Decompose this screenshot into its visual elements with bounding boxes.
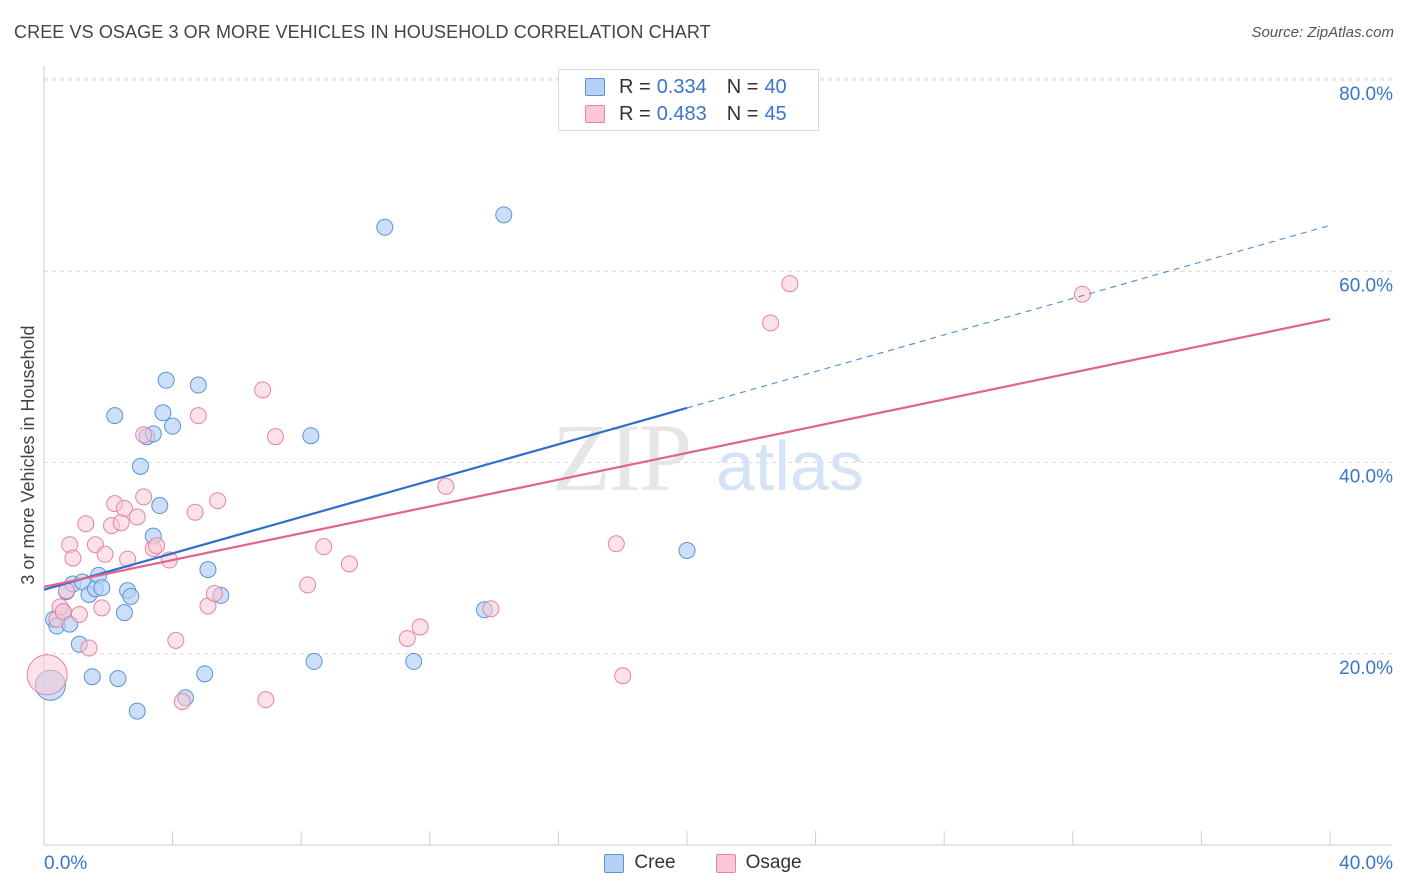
osage-point (257, 691, 275, 709)
osage-point (93, 599, 111, 617)
cree-trend-extension (686, 224, 1331, 409)
cree-point (154, 404, 172, 422)
y-tick-label-80: 80.0% (1339, 84, 1393, 105)
osage-point (411, 618, 429, 636)
cree-r-label: R = (619, 75, 651, 98)
cree-point (189, 376, 207, 394)
osage-n-label: N = (726, 102, 759, 125)
y-tick-label-60: 60.0% (1339, 275, 1393, 296)
osage-point (189, 407, 207, 425)
cree-point (376, 218, 394, 236)
y-tick-label-20: 20.0% (1339, 658, 1393, 679)
osage-point (398, 629, 416, 647)
grid-lines (44, 77, 1392, 655)
bottom-legend-osage: Osage (715, 852, 802, 874)
bottom-legend-cree: Cree (604, 852, 676, 874)
cree-r-value: 0.334 (656, 75, 707, 98)
cree-point (405, 652, 423, 670)
osage-point (167, 631, 185, 649)
cree-point (122, 587, 140, 605)
osage-point (315, 538, 333, 556)
cree-point (128, 702, 146, 720)
osage-point (115, 499, 133, 517)
osage-point (266, 428, 284, 446)
bottom-legend: Cree Osage (0, 852, 1406, 874)
cree-point (151, 497, 169, 515)
osage-point (437, 477, 455, 495)
osage-point (209, 492, 227, 510)
osage-point (77, 515, 95, 533)
osage-point (254, 381, 272, 399)
osage-point (80, 639, 98, 657)
trend-lines (43, 224, 1331, 591)
osage-point (54, 603, 72, 621)
osage-point (205, 585, 223, 603)
cree-point (196, 665, 214, 683)
watermark-atlas: atlas (716, 427, 864, 505)
x-tick-label-max: 40.0% (1339, 853, 1393, 874)
y-axis-label: 3 or more Vehicles in Household (18, 325, 38, 584)
cree-point (302, 427, 320, 445)
cree-point (199, 561, 217, 579)
tick-labels: 20.0% 40.0% 60.0% 80.0% 0.0% 40.0% (44, 84, 1393, 874)
source-label: Source: ZipAtlas.com (1251, 24, 1394, 41)
osage-points (26, 275, 1091, 711)
osage-trend-line (43, 317, 1331, 588)
x-tick-label-min: 0.0% (44, 853, 87, 874)
legend-row-cree: R = 0.334 N = 40 (585, 75, 787, 99)
osage-point (148, 537, 166, 555)
osage-point (70, 606, 88, 624)
osage-point (607, 535, 625, 553)
osage-point (135, 488, 153, 506)
cree-point (164, 417, 182, 435)
osage-point (482, 600, 500, 618)
cree-point (93, 579, 111, 597)
osage-point (26, 654, 68, 696)
legend-row-osage: R = 0.483 N = 45 (585, 102, 787, 126)
osage-point (1073, 285, 1091, 303)
osage-swatch (585, 105, 605, 123)
cree-point (106, 407, 124, 425)
bottom-osage-swatch (715, 853, 736, 873)
cree-point (157, 371, 175, 389)
osage-point (340, 555, 358, 573)
osage-point (128, 508, 146, 526)
osage-point (173, 693, 191, 711)
osage-n-value: 45 (764, 102, 787, 125)
bottom-cree-label: Cree (634, 852, 676, 873)
osage-point (781, 275, 799, 293)
cree-point (115, 604, 133, 622)
osage-point (762, 314, 780, 332)
legend: R = 0.334 N = 40 R = 0.483 N = 45 (558, 69, 819, 131)
osage-point (64, 549, 82, 567)
cree-point (678, 541, 696, 559)
cree-point (495, 206, 513, 224)
osage-r-value: 0.483 (656, 102, 707, 125)
cree-swatch (585, 78, 605, 96)
cree-point (305, 652, 323, 670)
osage-point (96, 545, 114, 563)
osage-point (112, 514, 130, 532)
cree-n-value: 40 (764, 75, 787, 98)
cree-point (109, 670, 127, 688)
osage-point (135, 426, 153, 444)
bottom-osage-label: Osage (745, 852, 802, 873)
chart-title: CREE VS OSAGE 3 OR MORE VEHICLES IN HOUS… (14, 22, 711, 42)
axes (43, 66, 1392, 846)
osage-r-label: R = (619, 102, 651, 125)
cree-point (83, 668, 101, 686)
bottom-cree-swatch (604, 853, 625, 873)
cree-trend-line (43, 406, 688, 591)
watermark: ZIP atlas (552, 404, 864, 511)
cree-n-label: N = (726, 75, 759, 98)
y-tick-label-40: 40.0% (1339, 467, 1393, 488)
osage-point (186, 503, 204, 521)
cree-point (131, 457, 149, 475)
osage-point (299, 576, 317, 594)
osage-point (614, 667, 632, 685)
